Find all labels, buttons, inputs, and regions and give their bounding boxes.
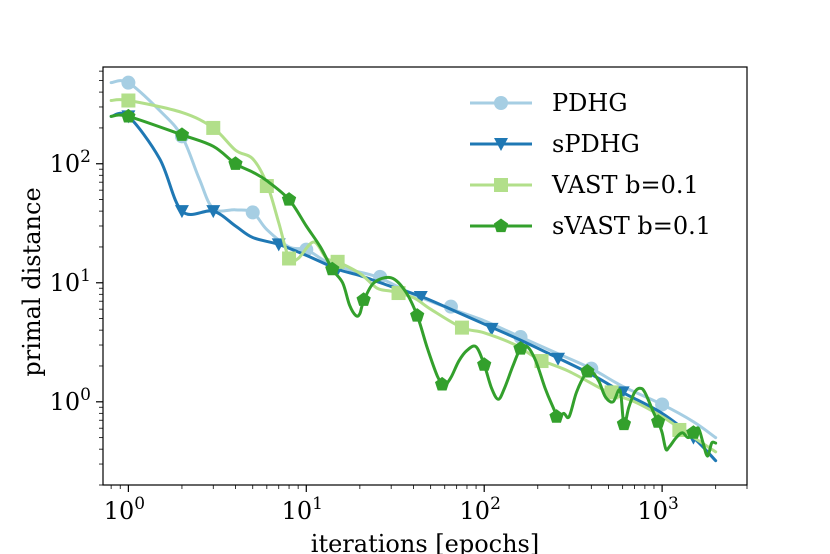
data-point [282, 251, 297, 266]
data-point [477, 357, 492, 371]
data-point [454, 320, 469, 335]
series-svast-b-0-1 [109, 108, 718, 458]
legend-label: PDHG [552, 89, 628, 117]
data-point [228, 156, 243, 170]
data-point [174, 127, 190, 141]
data-point [616, 416, 632, 431]
data-point [484, 322, 499, 336]
y-tick-label: 102 [50, 147, 91, 178]
y-tick-label: 100 [50, 385, 91, 416]
legend-marker [494, 178, 508, 192]
data-point [121, 93, 136, 108]
axis-ticks: 100 101 102 103 100 101 102 [50, 70, 748, 525]
data-point [410, 308, 425, 322]
x-tick-label: 100 [104, 494, 145, 525]
data-point [655, 397, 670, 412]
data-point [391, 286, 406, 301]
series-line [109, 113, 718, 458]
legend-entry: PDHG [470, 89, 628, 117]
series-line [109, 98, 718, 454]
data-point [686, 425, 701, 439]
data-point [206, 120, 221, 135]
data-point [356, 292, 371, 306]
data-point [281, 192, 297, 206]
data-point [651, 414, 666, 428]
data-point [121, 108, 136, 123]
y-tick-label: 101 [50, 266, 91, 297]
series-layer [109, 75, 718, 463]
data-point [121, 75, 136, 90]
data-point [325, 261, 340, 276]
data-point [551, 352, 566, 366]
data-point [413, 290, 428, 304]
data-point [434, 376, 450, 391]
data-point [580, 363, 595, 378]
legend-marker [494, 96, 508, 110]
x-tick-label: 103 [637, 494, 678, 525]
data-point [174, 205, 189, 219]
legend-marker [493, 218, 509, 233]
legend-entry: sVAST b=0.1 [470, 212, 711, 240]
x-axis-label: iterations [epochs] [311, 530, 539, 554]
legend-label: sPDHG [552, 130, 640, 158]
legend: PDHG sPDHG VAST b=0.1 sVAST b=0.1 [470, 89, 711, 240]
data-point [549, 409, 564, 423]
legend-entry: sPDHG [470, 130, 640, 158]
data-point [206, 205, 221, 219]
x-tick-label: 102 [460, 494, 501, 525]
y-axis-label: primal distance [18, 187, 46, 376]
data-point [245, 205, 260, 220]
series-spdhg [109, 110, 718, 463]
legend-label: sVAST b=0.1 [552, 212, 711, 240]
plot-frame [102, 66, 748, 486]
x-tick-label: 101 [282, 494, 323, 525]
legend-entry: VAST b=0.1 [470, 171, 699, 199]
series-line [109, 111, 718, 463]
legend-label: VAST b=0.1 [551, 171, 699, 199]
legend-marker [494, 138, 508, 151]
data-point [513, 341, 528, 355]
